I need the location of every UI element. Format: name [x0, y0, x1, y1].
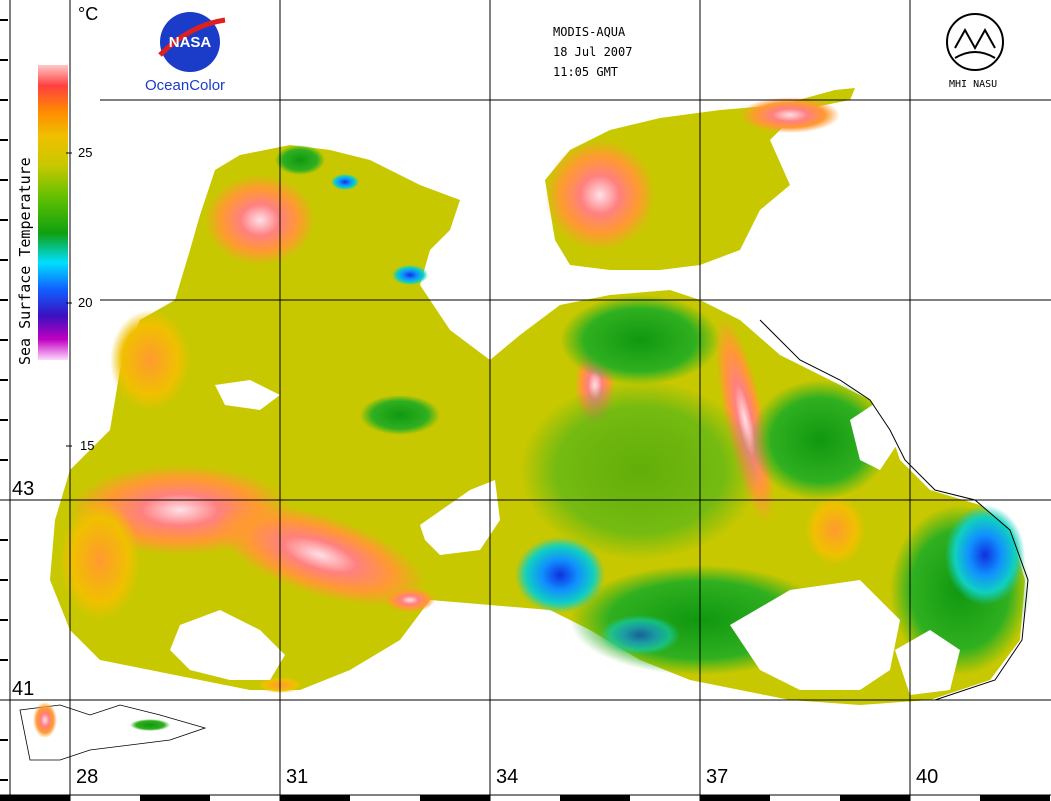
cloud-patch [215, 380, 280, 410]
satellite-label: MODIS-AQUA [553, 25, 626, 39]
lon-label-37: 37 [706, 766, 729, 788]
lon-label-34: 34 [496, 766, 519, 788]
nasa-badge-text: NASA [169, 34, 212, 51]
oceancolor-text: OceanColor [145, 77, 226, 94]
cloud-patch [850, 400, 900, 470]
cloud-patch [895, 630, 960, 695]
scale-tick-20: 20 [78, 295, 93, 310]
lat-label-41: 41 [12, 678, 35, 700]
scale-title: Sea Surface Temperature [16, 157, 34, 365]
color-scale-bar [38, 65, 68, 360]
cloud-patch [420, 480, 500, 555]
institute-text: MHI NASU [949, 79, 998, 90]
scale-tick-15: 15 [80, 438, 95, 453]
date-label: 18 Jul 2007 [553, 45, 633, 59]
mhi-logo [946, 13, 1004, 71]
time-label: 11:05 GMT [553, 65, 619, 79]
cloud-patch [730, 580, 900, 690]
scale-tick-25: 25 [78, 145, 93, 160]
lon-label-40: 40 [916, 766, 939, 788]
cloud-patch [170, 610, 285, 680]
lat-label-43: 43 [12, 478, 35, 500]
nasa-logo: NASA [158, 12, 226, 72]
lon-label-31: 31 [286, 766, 309, 788]
lon-label-28: 28 [76, 766, 99, 788]
left-ruler [0, 19, 8, 781]
scale-unit-label: °C [78, 4, 99, 24]
bottom-ruler [0, 794, 1051, 801]
